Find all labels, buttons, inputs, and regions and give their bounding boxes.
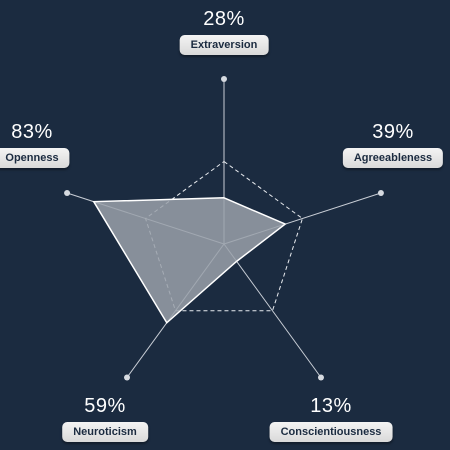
trait-conscientiousness: 13% Conscientiousness — [269, 395, 393, 442]
reference-pentagon — [144, 160, 304, 312]
trait-openness: 83% Openness — [0, 121, 70, 168]
axis-label: Agreeableness — [342, 148, 444, 168]
value-label: 28% — [203, 8, 245, 30]
trait-neuroticism: 59% Neuroticism — [62, 395, 148, 442]
trait-extraversion: 28% Extraversion — [179, 8, 269, 55]
axis-end-dot — [377, 190, 384, 197]
axis-line — [223, 243, 322, 378]
axis-label: Extraversion — [179, 35, 269, 55]
value-label: 39% — [372, 121, 414, 143]
axis-end-dot — [317, 374, 324, 381]
trait-agreeableness: 39% Agreeableness — [342, 121, 444, 168]
axis-end-dot — [64, 190, 71, 197]
axis-label: Conscientiousness — [269, 422, 393, 442]
axis-label: Openness — [0, 148, 70, 168]
axis-end-dot — [221, 76, 227, 82]
value-label: 59% — [84, 395, 126, 417]
axis-end-dots — [64, 76, 384, 381]
axis-end-dot — [124, 374, 131, 381]
axis-label: Neuroticism — [62, 422, 148, 442]
value-label: 13% — [310, 395, 352, 417]
data-polygon — [92, 197, 287, 324]
value-label: 83% — [11, 121, 53, 143]
